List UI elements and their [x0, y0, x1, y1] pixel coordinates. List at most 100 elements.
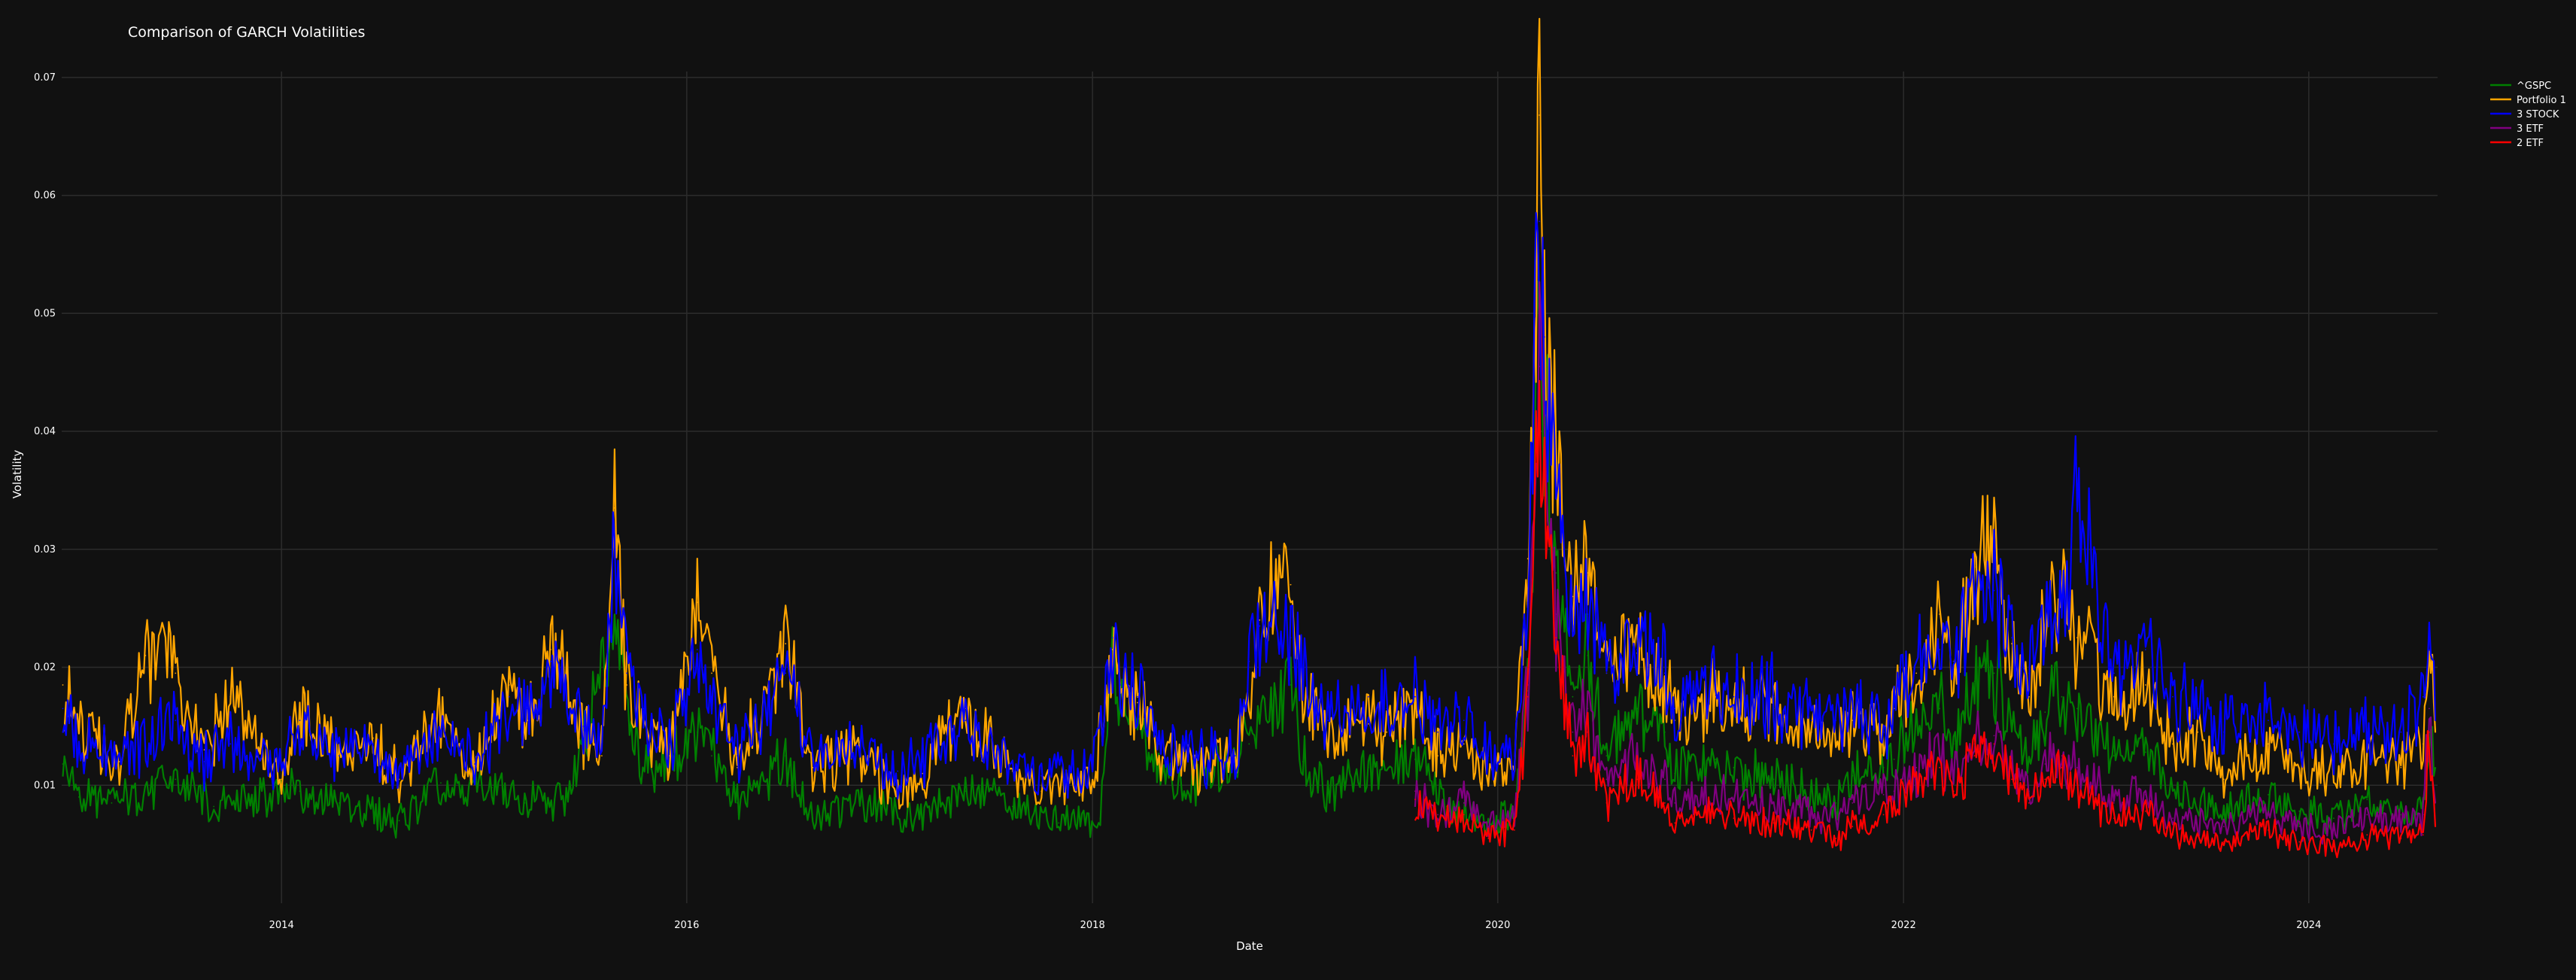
series-line-2 [62, 212, 2437, 799]
data-point [2172, 790, 2174, 792]
data-point [737, 802, 738, 804]
data-point [1368, 723, 1369, 725]
data-point [642, 708, 645, 710]
data-point [2223, 814, 2225, 816]
data-point [2429, 708, 2430, 710]
data-point [1715, 758, 1717, 760]
legend-label: 3 ETF [2517, 123, 2544, 135]
data-point [1463, 802, 1465, 804]
data-point [696, 601, 698, 604]
data-point [175, 720, 177, 721]
data-point [1539, 114, 1541, 116]
data-point [785, 672, 787, 674]
data-point [1973, 755, 1976, 756]
data-point [1993, 735, 1995, 737]
data-point [2435, 720, 2436, 721]
data-point [1835, 817, 1837, 819]
data-point [2333, 817, 2334, 819]
series-line-0 [62, 280, 2437, 839]
data-point [2197, 731, 2199, 733]
x-tick-label: 2020 [1485, 920, 1510, 931]
data-point [2223, 778, 2225, 781]
data-point [2113, 802, 2115, 804]
data-point [1852, 775, 1854, 777]
data-point [2172, 743, 2174, 745]
data-point [2113, 695, 2115, 698]
data-point [440, 720, 442, 721]
data-point [2172, 834, 2174, 835]
data-point [1882, 731, 1885, 733]
data-point [2400, 766, 2402, 768]
data-point [1939, 613, 1941, 615]
data-point [2145, 684, 2146, 686]
data-point [1605, 778, 1608, 781]
data-point [1137, 702, 1138, 704]
data-point [1882, 766, 1885, 768]
data-point [1835, 743, 1837, 745]
data-point [1092, 782, 1094, 784]
data-point [1248, 660, 1250, 662]
data-point [1993, 743, 1995, 745]
data-point [1539, 221, 1541, 222]
data-point [118, 761, 120, 762]
data-point [711, 755, 712, 756]
data-point [1012, 763, 1013, 765]
data-point [2061, 601, 2063, 604]
data-point [1664, 778, 1666, 781]
data-point [1183, 790, 1185, 792]
data-point [1259, 625, 1261, 627]
data-point [62, 708, 64, 710]
data-point [1810, 829, 1812, 831]
legend-label: 3 STOCK [2517, 109, 2559, 120]
x-tick-label: 2014 [269, 920, 294, 931]
data-point [1327, 720, 1329, 721]
data-point [1514, 755, 1515, 756]
data-point [1414, 695, 1416, 698]
data-point [491, 787, 493, 789]
data-point [62, 684, 64, 686]
data-point [2422, 834, 2424, 835]
data-point [2028, 802, 2030, 804]
data-point [1773, 802, 1775, 804]
data-point [1587, 731, 1589, 733]
data-point [614, 507, 615, 509]
data-point [2113, 672, 2115, 674]
data-point [669, 755, 670, 756]
data-point [1119, 684, 1121, 686]
data-point [213, 805, 215, 808]
data-point [2028, 761, 2030, 762]
data-point [1915, 766, 1918, 768]
data-point [1893, 758, 1895, 760]
data-point [1368, 695, 1369, 698]
data-point [2223, 731, 2225, 733]
data-point [1810, 731, 1812, 733]
data-point [550, 660, 551, 662]
data-point [2011, 637, 2013, 639]
data-point [1414, 799, 1416, 800]
data-point [1773, 695, 1775, 698]
data-point [1636, 708, 1638, 710]
data-point [1882, 814, 1885, 816]
data-point [2076, 766, 2079, 768]
data-point [440, 782, 442, 784]
data-point [1555, 489, 1557, 492]
data-point [1137, 695, 1138, 698]
data-point [1487, 782, 1490, 784]
data-point [567, 799, 569, 800]
data-point [2400, 731, 2402, 733]
data-point [1526, 558, 1529, 560]
data-point [1463, 743, 1465, 745]
data-point [626, 684, 627, 686]
data-point [1674, 822, 1676, 824]
data-point [2145, 751, 2146, 753]
data-point [1526, 695, 1529, 698]
data-point [1587, 655, 1589, 656]
data-point [1835, 837, 1837, 839]
data-point [2028, 695, 2030, 698]
data-point [2044, 711, 2046, 713]
data-point [1414, 758, 1416, 760]
data-point [2223, 826, 2225, 827]
data-point [372, 743, 374, 745]
data-point [1605, 672, 1608, 674]
data-point [2268, 720, 2269, 721]
